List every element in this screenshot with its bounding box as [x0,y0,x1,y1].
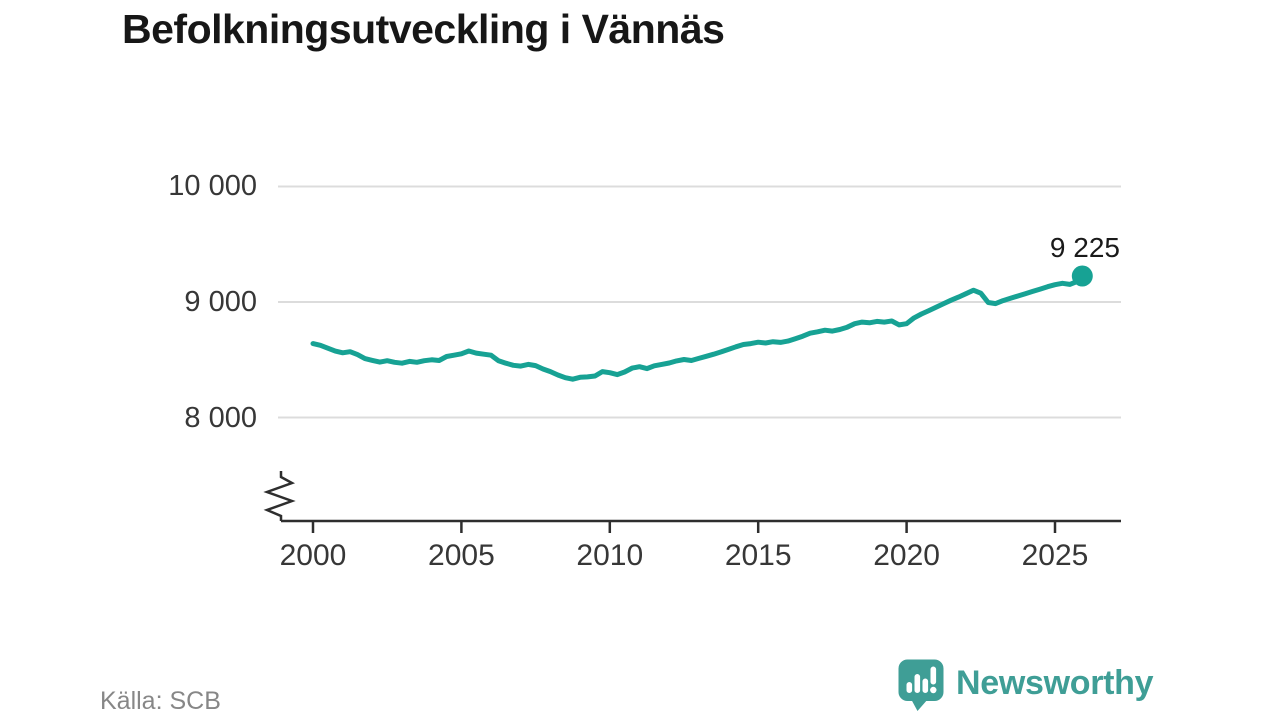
y-tick-label: 8 000 [184,401,257,434]
end-value-label: 9 225 [1049,232,1120,263]
x-tick-label: 2000 [279,539,347,572]
newsworthy-logo-text: Newsworthy [956,663,1154,702]
x-tick-label: 2005 [428,539,495,572]
axis-break-icon [263,471,296,521]
x-tick-label: 2020 [873,539,940,572]
x-tick-label: 2025 [1021,539,1089,572]
y-tick-label: 10 000 [168,170,257,203]
newsworthy-logo-icon [898,659,944,711]
x-tick-label: 2010 [576,539,644,572]
y-tick-label: 9 000 [184,286,257,318]
newsworthy-logo: Newsworthy [898,659,1154,712]
endpoint-dot [1071,265,1093,287]
source-label: Källa: SCB [100,687,221,715]
chart-title: Befolkningsutveckling i Vännäs [122,6,725,52]
x-tick-label: 2015 [724,539,792,572]
population-line [310,273,1085,382]
